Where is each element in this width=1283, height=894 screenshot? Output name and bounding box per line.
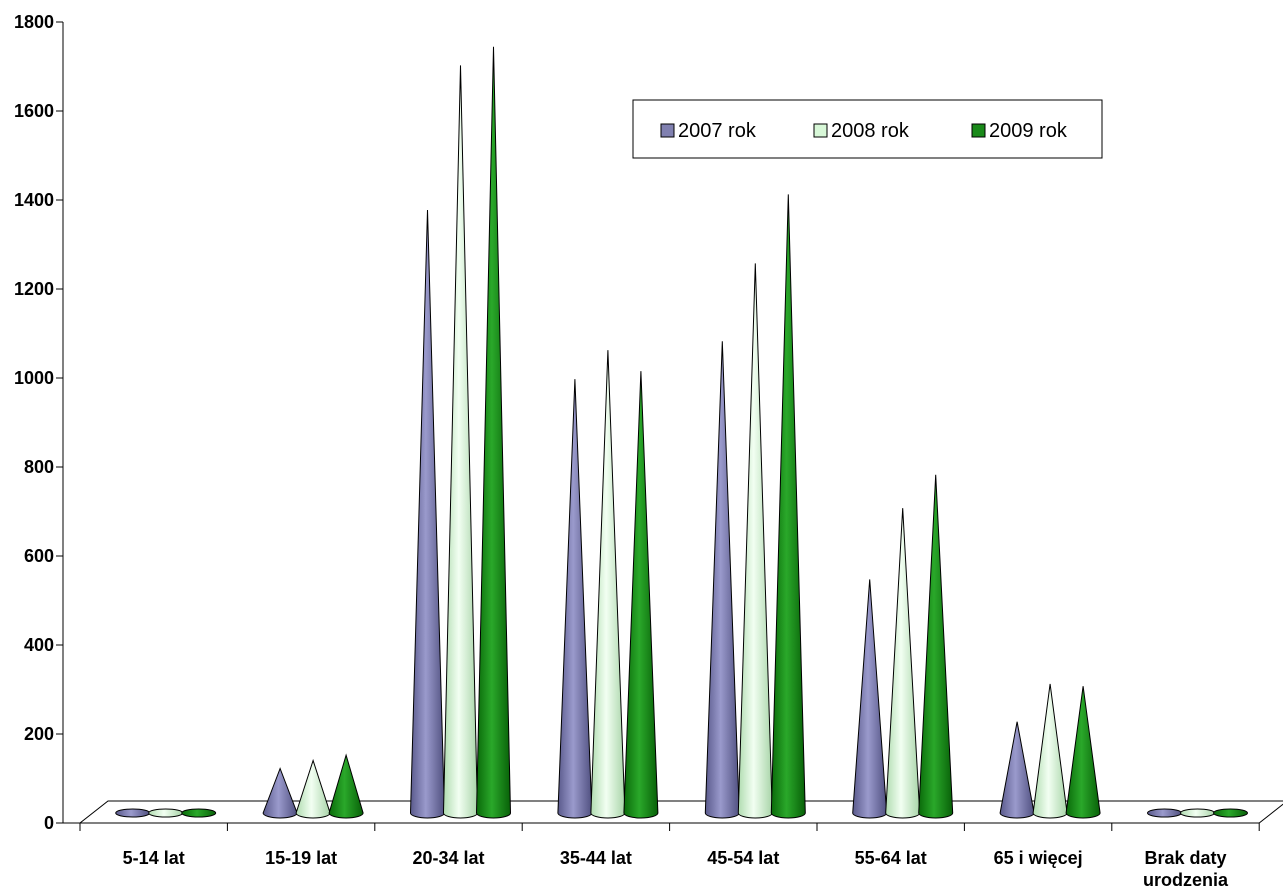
cones <box>115 46 1248 819</box>
cone-2007-rok <box>557 379 593 819</box>
cone-body <box>1032 683 1068 819</box>
y-tick-label: 1800 <box>14 12 54 32</box>
cone-body <box>409 210 446 819</box>
x-category-label: Brak daty <box>1144 848 1226 868</box>
cone-base <box>181 808 217 818</box>
cone-2007-rok <box>115 808 151 818</box>
legend-label-2007: 2007 rok <box>678 120 757 142</box>
cone-2008-rok <box>148 808 184 818</box>
cone-body <box>770 194 806 819</box>
cone-body <box>852 579 888 819</box>
y-tick-label: 1400 <box>14 190 54 210</box>
floor-plane <box>78 800 1283 824</box>
y-tick-label: 0 <box>44 813 54 833</box>
cone-body <box>704 341 740 819</box>
x-category-label: 45-54 lat <box>707 848 779 868</box>
y-tick-label: 200 <box>24 724 54 744</box>
legend-swatch-2008 <box>813 123 828 138</box>
cone-2009-rok <box>475 46 512 819</box>
cone-body <box>295 758 331 819</box>
cone-2008-rok <box>737 263 773 819</box>
cone-body <box>737 263 773 819</box>
cone-2007-rok <box>409 210 446 819</box>
cone-body <box>475 46 512 819</box>
cone-2008-rok <box>442 65 479 819</box>
cone-2009-rok <box>1065 686 1101 819</box>
legend-label-2008: 2008 rok <box>831 120 910 142</box>
cone-2007-rok <box>704 341 740 819</box>
cone-body <box>999 721 1035 819</box>
cone-body <box>262 767 298 819</box>
x-category-label: 5-14 lat <box>123 848 185 868</box>
cone-2007-rok <box>999 721 1035 819</box>
cone-2008-rok <box>1032 683 1068 819</box>
cone-body <box>885 508 921 819</box>
x-category-label: 35-44 lat <box>560 848 632 868</box>
cone-2007-rok <box>852 579 888 819</box>
cone-2008-rok <box>885 508 921 819</box>
cone-2009-rok <box>328 753 364 819</box>
cone-2007-rok <box>1147 808 1182 818</box>
y-tick-label: 400 <box>24 635 54 655</box>
labels: 0 200 400 600 800 1000 1200 1400 1600 1800 5-14 la… <box>14 12 1229 890</box>
cone-2009-rok <box>770 194 806 819</box>
legend: 2007 rok 2008 rok 2009 rok <box>632 99 1103 159</box>
x-category-label: 65 i więcej <box>994 848 1083 868</box>
cone-body <box>328 753 364 819</box>
cone-2007-rok <box>262 767 298 819</box>
axes <box>56 21 1260 831</box>
cone-2009-rok <box>1213 808 1248 818</box>
cone-base <box>1213 808 1248 818</box>
y-tick-label: 1000 <box>14 368 54 388</box>
cone-base <box>1147 808 1182 818</box>
cone-2008-rok <box>1180 808 1215 818</box>
cone-2009-rok <box>623 371 659 819</box>
cone-2008-rok <box>590 350 626 819</box>
x-category-label: 20-34 lat <box>412 848 484 868</box>
legend-box <box>632 99 1103 159</box>
cone-body <box>1065 686 1101 819</box>
cone-2008-rok <box>295 758 331 819</box>
cone-body <box>918 474 954 819</box>
cone-2009-rok <box>181 808 217 818</box>
legend-label-2009: 2009 rok <box>989 120 1068 142</box>
cone-body <box>557 379 593 819</box>
cone-body <box>590 350 626 819</box>
cone-body <box>442 65 479 819</box>
x-category-label: 15-19 lat <box>265 848 337 868</box>
y-tick-label: 1600 <box>14 101 54 121</box>
chart-floor <box>78 800 1283 824</box>
cone-2009-rok <box>918 474 954 819</box>
cone-base <box>115 808 151 818</box>
cone-base <box>1180 808 1215 818</box>
y-tick-label: 800 <box>24 457 54 477</box>
legend-swatch-2009 <box>971 123 986 138</box>
x-category-label: urodzenia <box>1143 870 1229 890</box>
y-tick-label: 1200 <box>14 279 54 299</box>
cone-body <box>623 371 659 819</box>
x-category-label: 55-64 lat <box>855 848 927 868</box>
legend-swatch-2007 <box>660 123 675 138</box>
y-tick-label: 600 <box>24 546 54 566</box>
cone-base <box>148 808 184 818</box>
